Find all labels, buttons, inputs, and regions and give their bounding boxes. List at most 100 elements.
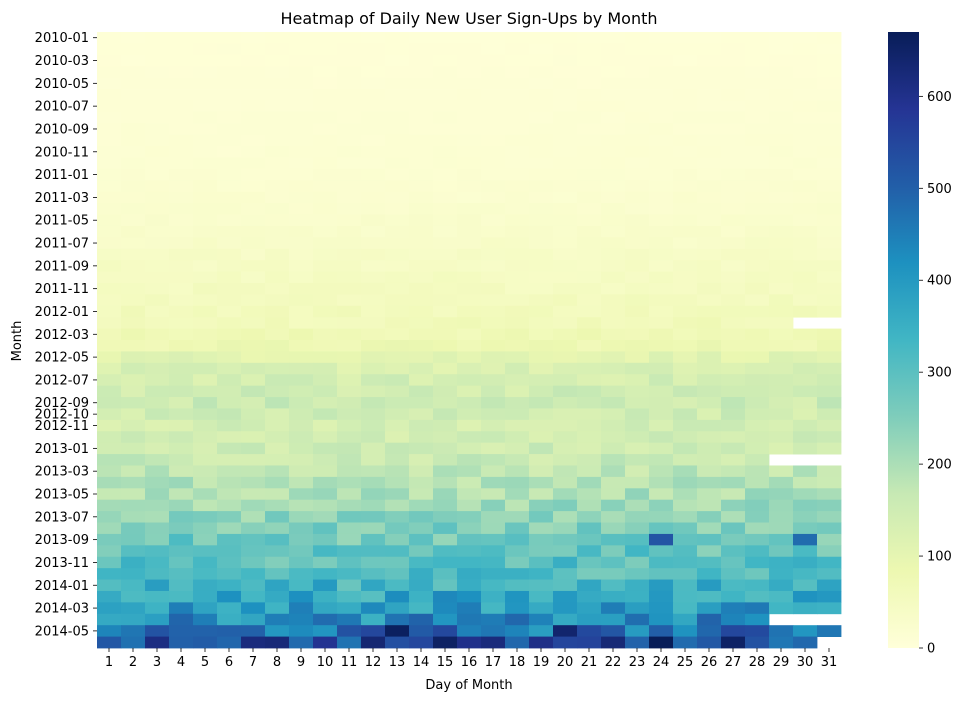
heatmap-cell — [697, 43, 722, 56]
heatmap-cell — [625, 499, 650, 512]
heatmap-cell — [169, 625, 194, 637]
heatmap-cell — [601, 180, 626, 193]
heatmap-cell — [553, 305, 578, 318]
heatmap-cell — [313, 340, 338, 352]
x-tick-label: 8 — [273, 655, 281, 670]
heatmap-cell — [505, 214, 530, 227]
heatmap-cell — [145, 590, 170, 603]
heatmap-cell — [241, 613, 266, 626]
heatmap-cell — [697, 499, 722, 512]
heatmap-cell — [553, 66, 578, 79]
heatmap-cell — [673, 511, 698, 523]
heatmap-cell — [121, 556, 146, 569]
heatmap-cell — [313, 522, 338, 535]
heatmap-cell — [145, 454, 170, 466]
heatmap-cell — [361, 340, 386, 352]
heatmap-cell — [361, 636, 386, 649]
heatmap-cell — [169, 488, 194, 501]
heatmap-cell — [649, 282, 674, 295]
heatmap-cell — [721, 180, 746, 193]
heatmap-cell — [529, 613, 554, 626]
heatmap-cell — [745, 54, 770, 67]
heatmap-cell — [241, 271, 266, 284]
heatmap-cell — [481, 225, 506, 238]
heatmap-cell — [649, 340, 674, 352]
heatmap-cell — [793, 260, 818, 272]
heatmap-cell — [577, 442, 602, 455]
heatmap-cell — [313, 54, 338, 67]
heatmap-cell — [649, 442, 674, 455]
heatmap-cell — [169, 214, 194, 227]
heatmap-cell — [361, 317, 386, 329]
heatmap-cell — [649, 408, 674, 421]
heatmap-cell — [457, 613, 482, 626]
heatmap-cell — [529, 362, 554, 375]
heatmap-cell — [649, 294, 674, 307]
heatmap-cell — [505, 602, 530, 615]
heatmap-cell — [745, 77, 770, 90]
heatmap-cell — [625, 545, 650, 558]
heatmap-cell — [529, 522, 554, 535]
heatmap-cell — [145, 123, 170, 136]
heatmap-cell — [649, 32, 674, 44]
heatmap-cell — [601, 32, 626, 44]
heatmap-cell — [337, 317, 362, 329]
heatmap-cell — [145, 408, 170, 421]
heatmap-cell — [169, 385, 194, 398]
heatmap-cell — [457, 317, 482, 329]
heatmap-cell — [793, 66, 818, 79]
heatmap-cell — [97, 32, 122, 44]
heatmap-cell — [433, 305, 458, 318]
heatmap-cell — [193, 54, 218, 67]
y-tick-label: 2013-01 — [35, 442, 89, 457]
heatmap-cell — [313, 590, 338, 603]
heatmap-cell — [577, 66, 602, 79]
heatmap-cell — [337, 43, 362, 56]
heatmap-cell — [817, 146, 842, 158]
heatmap-cell — [409, 636, 434, 649]
heatmap-cell — [697, 442, 722, 455]
heatmap-cell — [481, 157, 506, 170]
heatmap-cell — [697, 397, 722, 409]
heatmap-cell — [217, 511, 242, 523]
heatmap-cell — [289, 340, 314, 352]
heatmap-cell — [97, 397, 122, 409]
heatmap-cell — [721, 522, 746, 535]
heatmap-cell — [817, 362, 842, 375]
heatmap-cell — [361, 579, 386, 592]
heatmap-cell — [625, 168, 650, 181]
heatmap-cell — [577, 556, 602, 569]
heatmap-cell — [313, 89, 338, 101]
heatmap-cell — [169, 89, 194, 101]
heatmap-cell — [577, 282, 602, 295]
heatmap-cell — [625, 533, 650, 546]
heatmap-cell — [265, 431, 290, 444]
heatmap-cell — [337, 385, 362, 398]
heatmap-cell — [361, 32, 386, 44]
heatmap-cell — [265, 568, 290, 580]
heatmap-cell — [457, 294, 482, 307]
heatmap-cell — [721, 511, 746, 523]
heatmap-cell — [577, 271, 602, 284]
heatmap-cell — [673, 488, 698, 501]
heatmap-cell — [217, 442, 242, 455]
heatmap-cell — [529, 180, 554, 193]
heatmap-cell — [817, 568, 842, 580]
heatmap-cell — [97, 54, 122, 67]
heatmap-cell — [625, 54, 650, 67]
heatmap-cell — [265, 488, 290, 501]
heatmap-cell — [193, 134, 218, 147]
heatmap-cell — [241, 397, 266, 409]
heatmap-cell — [361, 374, 386, 387]
heatmap-cell — [265, 476, 290, 489]
heatmap-cell — [289, 590, 314, 603]
heatmap-cell — [721, 533, 746, 546]
heatmap-cell — [169, 579, 194, 592]
heatmap-cell — [649, 134, 674, 147]
heatmap-cell — [169, 408, 194, 421]
heatmap-cell — [121, 442, 146, 455]
heatmap-cell — [265, 579, 290, 592]
heatmap-cell — [769, 282, 794, 295]
heatmap-cell — [97, 374, 122, 387]
heatmap-cell — [313, 66, 338, 79]
